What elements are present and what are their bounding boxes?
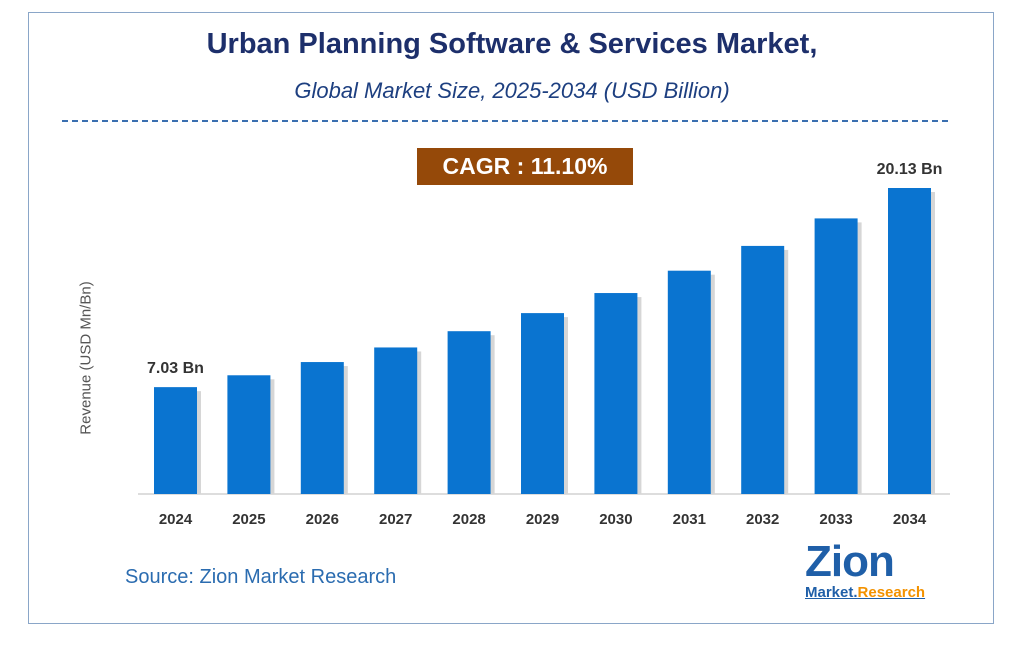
bar-2026 (300, 362, 344, 494)
bar-2029 (521, 313, 564, 494)
bar-2030 (594, 293, 638, 494)
chart-subtitle: Global Market Size, 2025-2034 (USD Billi… (294, 78, 730, 103)
x-tick-label: 2027 (379, 511, 412, 528)
x-tick-label: 2033 (819, 511, 852, 528)
x-tick-label: 2026 (306, 511, 339, 528)
data-label: 20.13 Bn (877, 161, 943, 178)
divider (62, 120, 948, 122)
logo-sub: Market.Research (805, 584, 926, 601)
chart-title: Urban Planning Software & Services Marke… (206, 28, 818, 60)
x-tick-label: 2024 (159, 511, 193, 528)
x-tick-label: 2025 (232, 511, 265, 528)
bar-2025 (227, 375, 271, 494)
chart-frame (28, 12, 994, 624)
x-tick-label: 2030 (599, 511, 632, 528)
bar-2031 (667, 270, 711, 494)
x-tick-label: 2032 (746, 511, 779, 528)
bar-2033 (814, 218, 858, 494)
zion-logo: Zion Market.Research (805, 540, 940, 610)
bar-2027 (374, 347, 418, 494)
bar-2028 (447, 331, 491, 494)
bar-2024 (154, 387, 197, 494)
bar-2034 (888, 188, 931, 494)
logo-main: Zion (805, 537, 895, 586)
cagr-badge: CAGR : 11.10% (417, 148, 633, 185)
x-tick-label: 2028 (452, 511, 485, 528)
bar-2032 (741, 245, 785, 494)
x-tick-label: 2031 (673, 511, 706, 528)
x-tick-label: 2034 (893, 511, 927, 528)
source-text: Source: Zion Market Research (125, 566, 397, 588)
data-label: 7.03 Bn (147, 360, 204, 377)
x-tick-label: 2029 (526, 511, 559, 528)
